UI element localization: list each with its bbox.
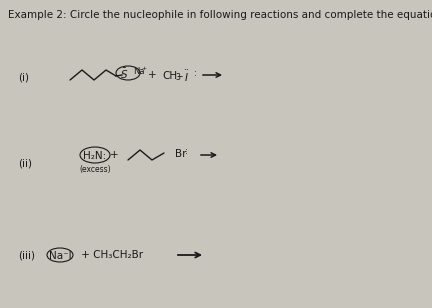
Text: +: + [141, 66, 146, 71]
Text: Na: Na [133, 67, 144, 75]
Text: Br: Br [175, 149, 187, 159]
Text: (excess): (excess) [79, 165, 111, 174]
Text: –: – [178, 71, 183, 81]
Text: :: : [185, 147, 188, 156]
Text: (iii): (iii) [18, 250, 35, 260]
Text: (i): (i) [18, 72, 29, 82]
Text: $\ddot{I}$: $\ddot{I}$ [184, 68, 190, 83]
Text: +: + [148, 70, 156, 80]
Text: $\bar{S}$: $\bar{S}$ [120, 67, 128, 81]
Text: 3: 3 [175, 74, 180, 83]
Text: + CH₃CH₂Br: + CH₃CH₂Br [78, 250, 143, 260]
Text: Example 2: Circle the nucleophile in following reactions and complete the equati: Example 2: Circle the nucleophile in fol… [8, 10, 432, 20]
Text: Na⁻I: Na⁻I [49, 251, 71, 261]
Text: CH: CH [162, 71, 177, 81]
Text: :: : [194, 70, 197, 79]
Text: H₂N:: H₂N: [83, 151, 107, 161]
Text: +: + [110, 150, 118, 160]
Text: (ii): (ii) [18, 158, 32, 168]
